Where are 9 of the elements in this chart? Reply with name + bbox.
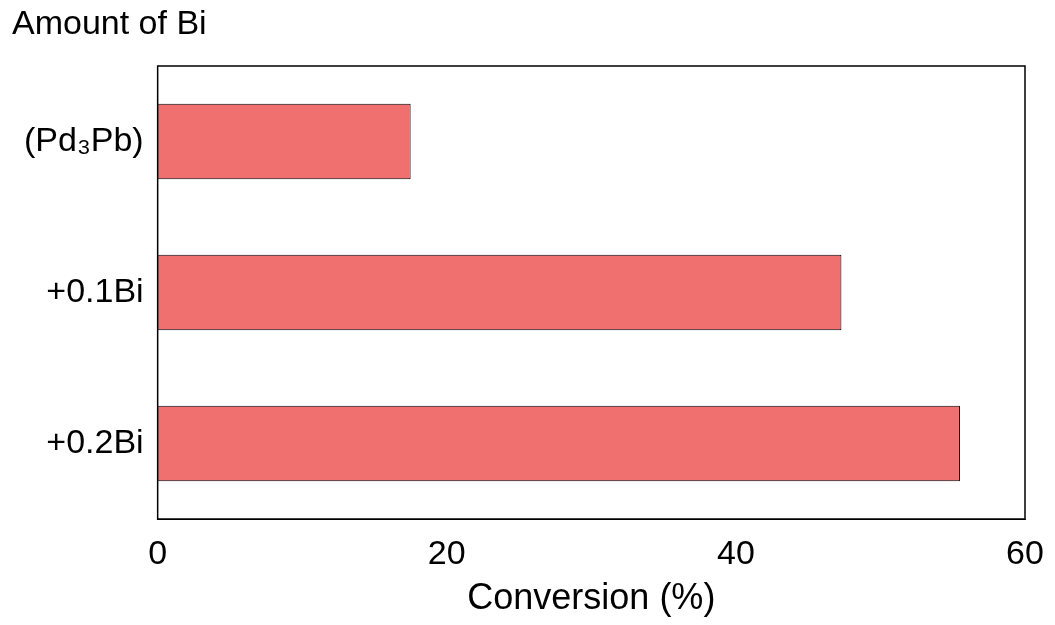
x-axis-title: Conversion (%) [467, 576, 716, 618]
y-tick-label: +0.1Bi [46, 270, 144, 309]
y-tick-label: +0.2Bi [46, 421, 144, 460]
x-tick-label: 40 [716, 532, 755, 571]
y-axis-title: Amount of Bi [12, 3, 207, 42]
y-tick-label: (Pd₃Pb) [23, 119, 144, 158]
x-tick-label: 20 [427, 532, 466, 571]
x-tick-label: 60 [1006, 532, 1044, 571]
x-tick-label: 0 [148, 532, 168, 571]
